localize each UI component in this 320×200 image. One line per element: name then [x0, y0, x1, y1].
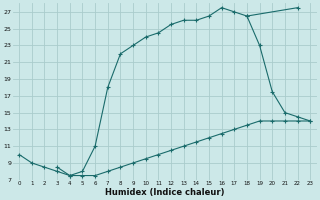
- X-axis label: Humidex (Indice chaleur): Humidex (Indice chaleur): [105, 188, 224, 197]
